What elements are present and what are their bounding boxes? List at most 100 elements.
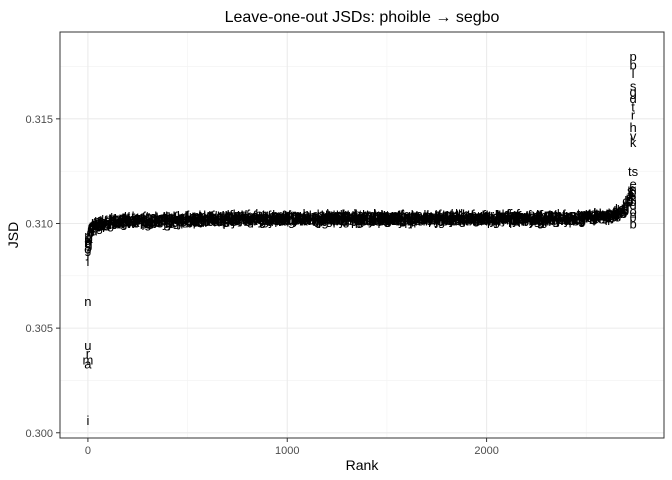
band-glyph: n: [295, 207, 302, 222]
band-glyph: r: [586, 209, 591, 224]
point-label: t: [631, 99, 635, 114]
band-glyph: p: [159, 210, 166, 225]
band-glyph: t: [163, 209, 167, 224]
band-glyph: d: [234, 213, 241, 228]
band-glyph: ʃ: [398, 214, 403, 229]
band-glyph: ʃ: [293, 212, 298, 227]
band-glyph: p: [404, 213, 411, 228]
band-glyph: l: [327, 208, 330, 223]
band-glyph: t: [336, 210, 340, 225]
band-glyph: r: [200, 208, 205, 223]
band-glyph: n: [596, 208, 603, 223]
band-glyph: s: [457, 210, 464, 225]
band-glyph: s: [523, 211, 530, 226]
band-glyph: ʃ: [481, 208, 486, 223]
band-glyph: m: [270, 213, 281, 228]
band-glyph: n: [336, 214, 343, 229]
band-glyph: n: [440, 212, 447, 227]
band-glyph: b: [378, 212, 385, 227]
band-glyph: d: [400, 213, 407, 228]
band-glyph: ʃ: [162, 215, 167, 230]
band-glyph: t: [589, 212, 593, 227]
band-glyph: m: [171, 211, 182, 226]
band-glyph: p: [249, 210, 256, 225]
band-glyph: k: [362, 208, 369, 223]
band-glyph: m: [432, 209, 443, 224]
band-glyph: d: [89, 218, 96, 233]
band-glyph: p: [281, 210, 288, 225]
band-glyph: d: [186, 215, 193, 230]
band-glyph: ʃ: [534, 208, 539, 223]
band-glyph: d: [217, 214, 224, 229]
band-glyph: k: [612, 205, 619, 220]
band-glyph: r: [322, 208, 327, 223]
band-glyph: ʃ: [301, 209, 306, 224]
band-glyph: r: [122, 215, 127, 230]
band-glyph: t: [477, 212, 481, 227]
band-glyph: d: [470, 210, 477, 225]
band-glyph: k: [488, 213, 495, 228]
band-glyph: g: [247, 213, 254, 228]
band-glyph: g: [351, 208, 358, 223]
band-glyph: ʃ: [456, 208, 461, 223]
band-glyph: k: [189, 215, 196, 230]
band-glyph: r: [220, 214, 225, 229]
band-glyph: s: [408, 212, 415, 227]
band-glyph: b: [391, 213, 398, 228]
band-glyph: r: [276, 214, 281, 229]
band-glyph: g: [448, 211, 455, 226]
band-glyph: s: [304, 210, 311, 225]
band-glyph: l: [145, 215, 148, 230]
band-glyph: l: [517, 214, 520, 229]
band-glyph: s: [440, 210, 447, 225]
band-glyph: k: [468, 212, 475, 227]
band-glyph: s: [378, 213, 385, 228]
band-glyph: l: [565, 214, 568, 229]
band-glyph: b: [617, 202, 624, 217]
band-glyph: n: [563, 208, 570, 223]
band-glyph: m: [553, 210, 564, 225]
band-glyph: n: [175, 212, 182, 227]
band-glyph: t: [271, 212, 275, 227]
band-glyph: m: [158, 210, 169, 225]
band-glyph: ʃ: [408, 214, 413, 229]
band-glyph: b: [622, 204, 629, 219]
band-glyph: l: [136, 211, 139, 226]
band-glyph: k: [245, 208, 252, 223]
band-glyph: n: [336, 208, 343, 223]
band-glyph: n: [301, 211, 308, 226]
band-glyph: b: [143, 215, 150, 230]
band-glyph: p: [366, 210, 373, 225]
band-glyph: r: [553, 213, 558, 228]
band-glyph: s: [130, 214, 137, 229]
band-glyph: d: [458, 213, 465, 228]
band-glyph: b: [450, 213, 457, 228]
band-glyph: b: [486, 210, 493, 225]
band-glyph: r: [475, 209, 480, 224]
band-glyph: k: [321, 208, 328, 223]
band-glyph: d: [377, 213, 384, 228]
band-glyph: b: [109, 212, 116, 227]
band-glyph: r: [178, 209, 183, 224]
band-glyph: b: [329, 212, 336, 227]
band-glyph: b: [522, 214, 529, 229]
band-glyph: p: [399, 207, 406, 222]
band-glyph: s: [99, 215, 106, 230]
band-glyph: l: [531, 213, 534, 228]
band-glyph: t: [164, 211, 168, 226]
band-glyph: n: [340, 213, 347, 228]
band-glyph: g: [226, 207, 233, 222]
band-glyph: t: [621, 201, 625, 216]
band-glyph: b: [369, 213, 376, 228]
band-glyph: ʃ: [494, 214, 499, 229]
band-glyph: d: [336, 207, 343, 222]
band-glyph: g: [473, 208, 480, 223]
band-glyph: p: [194, 211, 201, 226]
band-glyph: g: [365, 208, 372, 223]
band-glyph: n: [297, 209, 304, 224]
band-glyph: ʃ: [342, 211, 347, 226]
band-glyph: m: [547, 212, 558, 227]
chart-title: Leave-one-out JSDs: phoible → segbo: [225, 9, 500, 26]
band-glyph: m: [434, 212, 445, 227]
band-glyph: b: [207, 214, 214, 229]
